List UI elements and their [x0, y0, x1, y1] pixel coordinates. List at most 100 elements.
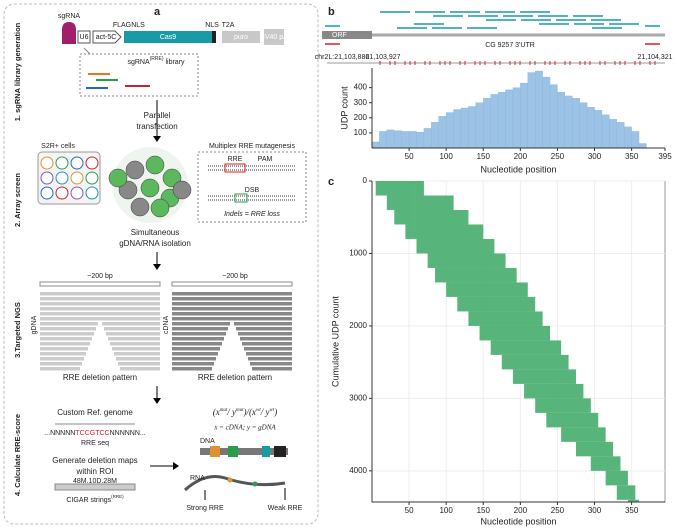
x-tick-label: 100 [439, 506, 453, 515]
y-tick-label: 300 [354, 98, 368, 107]
histogram-bar [586, 107, 595, 149]
segment [616, 485, 636, 500]
read [246, 352, 292, 356]
well [40, 171, 54, 185]
y-axis-title: Cumulative UDP count [330, 296, 340, 387]
cell [145, 155, 165, 175]
read [172, 367, 212, 371]
histogram-bar [379, 131, 387, 149]
segment [394, 209, 469, 225]
construct-label: U6 [80, 34, 89, 41]
formula-part: wt [256, 408, 261, 413]
segment [405, 224, 484, 239]
weak-label: Weak RRE [268, 505, 303, 512]
read [172, 347, 220, 351]
read [120, 367, 160, 371]
read [172, 332, 226, 336]
formula-part: mut [220, 408, 228, 413]
library-text: sgRNA [127, 59, 150, 66]
x-tick-label: 200 [514, 152, 528, 161]
histogram-bar [616, 122, 625, 149]
mutagenesis-label: Multiplex RRE mutagenesis [209, 143, 295, 150]
formula: (xmut/ ymut)/(xwt/ ywt) [213, 407, 277, 417]
coord: chr2L:21,103,886 [315, 54, 370, 61]
maps-label: within ROI [76, 467, 114, 476]
read [40, 332, 94, 336]
cigar-bar [54, 483, 136, 491]
sample-label: cDNA [163, 316, 170, 335]
segment [427, 253, 506, 268]
x-tick-label: 350 [625, 152, 639, 161]
construct-label: FLAG [113, 22, 131, 29]
construct-label: T2A [222, 22, 235, 29]
histogram-bar [386, 129, 395, 149]
arrowhead [153, 136, 161, 142]
orf-box [322, 31, 372, 39]
read [172, 317, 232, 321]
histogram-bar [549, 84, 558, 149]
read [172, 352, 218, 356]
histogram-bar [624, 126, 632, 149]
read [248, 357, 292, 361]
y-tick-label: 3000 [349, 393, 367, 402]
read [172, 322, 230, 326]
construct-label: SV40 pA [260, 34, 288, 41]
step-label: 4. Calculate RRE-score [13, 414, 22, 496]
coord: 21,104,321 [637, 54, 672, 61]
x-tick-label: 200 [514, 506, 528, 515]
utr-label: CG 9257 3'UTR [485, 42, 535, 49]
read [244, 347, 292, 351]
panel-label: a [154, 6, 161, 18]
segment [535, 398, 591, 413]
segment [546, 412, 599, 428]
polya-box [264, 29, 284, 45]
read [40, 327, 96, 331]
cell [150, 198, 170, 218]
well [55, 186, 69, 200]
sequence-label: RRE seq [81, 440, 109, 447]
cell [108, 168, 128, 188]
cell [162, 168, 182, 188]
read [104, 327, 160, 331]
read [40, 362, 82, 366]
rre-site [234, 193, 248, 203]
indels-label: Indels = RRE loss [224, 211, 280, 218]
panel-frame [3, 3, 319, 525]
histogram-bar [438, 116, 447, 149]
segment [479, 325, 551, 341]
read [40, 357, 84, 361]
read [172, 312, 232, 316]
primer-bracket [171, 281, 293, 287]
x-tick-label: 300 [588, 506, 602, 515]
read [232, 312, 292, 316]
read [100, 307, 160, 311]
coord: 21,103,927 [365, 54, 400, 61]
arrowhead [173, 462, 179, 470]
library-text: (RRE) [150, 56, 164, 62]
cell [125, 160, 145, 180]
read [172, 362, 214, 366]
y-axis-title: UDP count [339, 86, 349, 130]
histogram-bar [490, 94, 499, 149]
read [40, 337, 92, 341]
y-tick-label: 1000 [349, 249, 367, 258]
histogram-bar [535, 70, 543, 149]
y-tick-label: 2000 [349, 321, 367, 330]
histogram-bar [401, 131, 410, 149]
x-tick-label: 250 [551, 152, 565, 161]
histogram-bar [460, 107, 469, 149]
formula-part: (x [213, 407, 220, 417]
x-tick-label: 150 [477, 506, 491, 515]
pam-label: PAM [258, 156, 273, 163]
dna-segment [274, 446, 286, 457]
segment [501, 354, 569, 370]
histogram-bar [638, 143, 647, 149]
segment [561, 427, 606, 442]
histogram-bar [483, 98, 491, 149]
library-guides [86, 73, 150, 89]
x-axis-title: Nucleotide position [480, 516, 556, 526]
transfection-label: Parallel [144, 111, 171, 120]
size-label: ~200 bp [222, 273, 248, 280]
formula-part: mut [236, 408, 244, 413]
